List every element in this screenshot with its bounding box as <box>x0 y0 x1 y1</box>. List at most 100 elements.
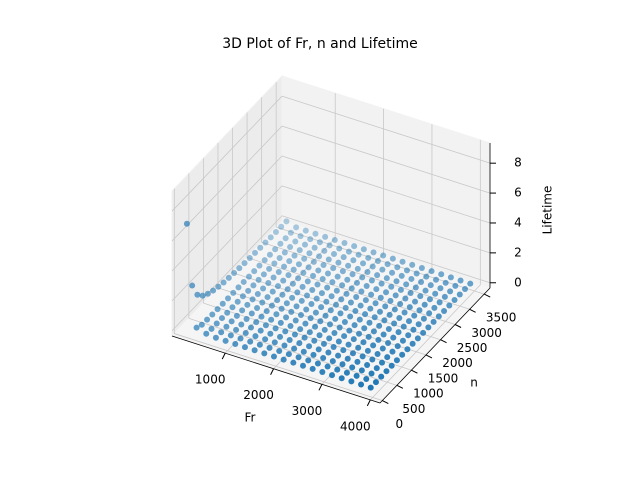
point <box>467 280 474 287</box>
point <box>318 290 325 297</box>
point <box>285 351 292 358</box>
point <box>320 354 327 361</box>
y-tick-label: 0 <box>396 417 404 431</box>
point <box>326 335 333 342</box>
point <box>427 282 434 289</box>
point <box>215 283 222 290</box>
point <box>323 298 330 305</box>
point <box>380 252 387 259</box>
point <box>383 289 390 296</box>
point <box>365 254 372 261</box>
point <box>364 347 371 354</box>
point <box>315 267 322 274</box>
grid-line <box>281 185 491 254</box>
point <box>383 275 390 282</box>
point <box>392 292 399 299</box>
point <box>414 335 421 342</box>
point <box>426 310 433 317</box>
point <box>416 307 423 314</box>
point <box>385 325 392 332</box>
point <box>281 263 288 270</box>
point <box>286 337 293 344</box>
point <box>255 276 262 283</box>
point <box>396 315 403 322</box>
point <box>272 246 279 253</box>
point <box>284 286 291 293</box>
point <box>267 234 274 241</box>
point <box>332 315 339 322</box>
point <box>340 254 347 261</box>
point <box>223 323 230 330</box>
point <box>412 284 419 291</box>
point <box>355 344 362 351</box>
point <box>301 241 308 248</box>
point <box>297 233 304 240</box>
chart-title: 3D Plot of Fr, n and Lifetime <box>222 36 418 52</box>
point <box>274 283 281 290</box>
point <box>401 309 408 316</box>
point <box>351 322 358 329</box>
point <box>362 297 369 304</box>
point <box>291 331 298 338</box>
point <box>239 307 246 314</box>
point <box>237 335 244 342</box>
grid-line <box>281 125 491 194</box>
point <box>421 301 428 308</box>
point <box>412 298 419 305</box>
point <box>405 332 412 339</box>
point <box>225 295 232 302</box>
point <box>208 325 215 332</box>
point <box>363 376 370 383</box>
point <box>420 315 427 322</box>
point <box>263 308 270 315</box>
point <box>293 224 300 231</box>
point <box>224 309 231 316</box>
point <box>368 370 375 377</box>
z-tick-label: 8 <box>514 156 522 170</box>
y-tick-label: 500 <box>402 402 425 416</box>
point <box>348 285 355 292</box>
point <box>316 253 323 260</box>
point <box>313 295 320 302</box>
point <box>431 304 438 311</box>
y-tick <box>396 384 404 389</box>
point <box>295 275 302 282</box>
point <box>457 277 464 284</box>
point <box>405 318 412 325</box>
point <box>252 333 259 340</box>
point <box>423 273 430 280</box>
point <box>356 316 363 323</box>
point <box>287 244 294 251</box>
point <box>203 330 210 337</box>
point <box>257 244 264 251</box>
point <box>292 317 299 324</box>
point <box>376 308 383 315</box>
point <box>374 257 381 264</box>
point <box>339 282 346 289</box>
point <box>451 296 458 303</box>
point <box>242 330 249 337</box>
point <box>300 362 307 369</box>
point <box>381 317 388 324</box>
point <box>281 342 288 349</box>
point <box>198 321 205 328</box>
point <box>399 351 406 358</box>
point <box>399 258 406 265</box>
x-tick-label: 4000 <box>340 419 371 433</box>
y-axis-label: n <box>470 376 478 390</box>
point <box>361 325 368 332</box>
point <box>333 301 340 308</box>
point <box>393 357 400 364</box>
point <box>305 264 312 271</box>
point <box>266 251 273 258</box>
y-tick-label: 2000 <box>442 356 473 370</box>
point <box>314 360 321 367</box>
point <box>321 326 328 333</box>
point <box>367 305 374 312</box>
point <box>368 291 375 298</box>
point <box>391 306 398 313</box>
point <box>275 269 282 276</box>
point <box>391 320 398 327</box>
point <box>334 273 341 280</box>
point <box>262 322 269 329</box>
